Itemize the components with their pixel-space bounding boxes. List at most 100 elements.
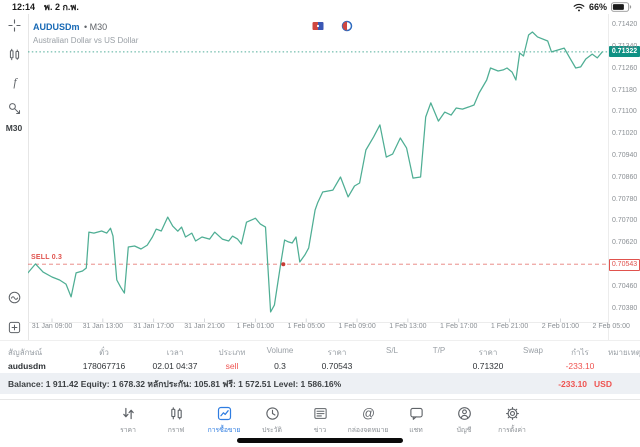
account-icon (457, 406, 472, 421)
price-axis-label: 0.70380 (612, 304, 638, 312)
positions-table-cell[interactable]: 0.3 (274, 361, 286, 371)
positions-table[interactable]: สัญลักษณ์ ตั๋ว เวลา ประเภท Volume ราคา S/L T/P ร… (0, 340, 640, 374)
profit-value: -233.10 (558, 378, 588, 389)
status-bar: 12:14 พ. 2 ก.พ. 66% (0, 0, 640, 14)
svg-text:f: f (13, 76, 18, 89)
candles-icon (8, 48, 21, 61)
objects-icon (8, 102, 21, 115)
stats-icon (8, 291, 21, 304)
nav-item-label: การซื้อขาย (207, 427, 241, 434)
stats-button[interactable] (0, 288, 28, 306)
history-icon (265, 406, 280, 421)
positions-table-header: ตั๋ว (99, 348, 109, 357)
time-axis-label: 31 Jan 17:00 (133, 323, 174, 330)
objects-button[interactable] (0, 99, 28, 117)
chart-symbol-description: Australian Dollar vs US Dollar (33, 36, 139, 45)
chart-icon (169, 406, 184, 421)
time-axis: 31 Jan 09:00 31 Jan 13:00 31 Jan 17:00 31 J… (28, 323, 640, 335)
nav-item-label: ราคา (120, 427, 136, 434)
price-axis-label: 0.70700 (612, 217, 638, 225)
indicators-icon: f (8, 76, 21, 89)
settings-icon (505, 406, 520, 421)
positions-table-header: T/P (432, 346, 446, 355)
positions-table-header: ราคา (327, 348, 347, 357)
indicators-button[interactable]: f (0, 73, 28, 91)
add-chart-icon (8, 321, 21, 334)
nav-item-label: ประวัติ (262, 427, 282, 434)
price-axis-label: 0.71420 (612, 21, 638, 29)
quotes-icon (121, 406, 136, 421)
nav-item-history[interactable]: ประวัติ (248, 406, 296, 435)
candles-button[interactable] (0, 45, 28, 63)
positions-table-header: ราคา (478, 348, 498, 357)
calendar-clock-icon[interactable] (341, 20, 353, 32)
nav-item-news[interactable]: ข่าว (296, 406, 344, 435)
price-axis-label: 0.70620 (612, 239, 638, 247)
time-axis-label: 1 Feb 13:00 (389, 323, 427, 330)
nav-item-label: กราฟ (167, 427, 185, 434)
price-axis-label: 0.70460 (612, 282, 638, 290)
positions-table-header: หมายเหตุ (608, 348, 640, 357)
time-axis-label: 2 Feb 05:00 (592, 323, 630, 330)
time-axis-label: 2 Feb 01:00 (541, 323, 580, 330)
sell-order-label: SELL 0.3 (31, 254, 63, 262)
nav-item-chat[interactable]: แชท (392, 406, 440, 435)
mailbox-icon: @ (361, 406, 376, 421)
status-date: พ. 2 ก.พ. (44, 2, 79, 12)
price-axis-label: 0.70940 (612, 152, 638, 159)
nav-item-account[interactable]: บัญชี (440, 406, 488, 435)
positions-table-cell[interactable] (368, 357, 416, 374)
nav-item-label: บัญชี (456, 427, 472, 434)
chart-timeframe: • M30 (83, 22, 108, 32)
time-axis-label: 1 Feb 21:00 (490, 323, 529, 330)
positions-table-cell[interactable]: 178067716 (82, 361, 126, 371)
chart-header: AUDUSDm • M30 Australian Dollar vs US Do… (33, 16, 138, 46)
crosshair-button[interactable] (0, 16, 28, 34)
home-indicator[interactable] (237, 438, 403, 443)
positions-table-header: S/L (385, 346, 398, 355)
price-axis-label: 0.71180 (612, 86, 637, 94)
battery-percent: 66% (588, 2, 607, 12)
timeframe-label[interactable]: M30 (5, 123, 23, 133)
current-price-badge: 0.71322 (609, 46, 640, 58)
positions-table-header: Swap (522, 346, 543, 355)
news-icon (313, 406, 328, 421)
calendar-flag-icon[interactable] (312, 20, 324, 32)
positions-table-cell[interactable]: audusdm (8, 361, 46, 371)
chart-area[interactable]: AUDUSDm • M30 Australian Dollar vs US Do… (28, 14, 608, 323)
price-axis-label: 0.71100 (612, 108, 637, 116)
positions-table-cell[interactable] (514, 357, 552, 374)
time-axis-label: 1 Feb 17:00 (440, 323, 478, 330)
add-chart-button[interactable] (0, 318, 28, 336)
profit-currency: USD (594, 378, 612, 389)
clock-time: 12:14 (12, 2, 36, 12)
nav-item-mailbox[interactable]: @ กล่องจดหมาย (344, 406, 392, 435)
price-axis-label: 0.71020 (612, 130, 638, 138)
floating-profit: -233.10 USD (558, 379, 640, 389)
time-axis-label: 1 Feb 01:00 (236, 323, 275, 330)
positions-table-cell[interactable]: 0.71320 (472, 361, 504, 371)
positions-table-cell[interactable] (416, 357, 462, 374)
positions-table-cell[interactable] (608, 357, 640, 374)
positions-table-cell[interactable]: 02.01 04:37 (152, 361, 198, 371)
positions-table-cell[interactable]: sell (225, 361, 239, 371)
account-summary-bar: Balance: 1 911.42 Equity: 1 678.32 หลักป… (0, 373, 640, 394)
positions-table-cell[interactable]: 0.70543 (321, 361, 353, 371)
time-axis-label: 31 Jan 13:00 (82, 323, 124, 330)
nav-item-trade[interactable]: การซื้อขาย (200, 406, 248, 435)
chat-icon (409, 406, 424, 421)
nav-item-label: การตั้งค่า (498, 427, 526, 434)
price-axis: 0.71322 0.70543 0.71420 0.71340 0.71260 0.7… (608, 14, 640, 340)
sell-price-badge: 0.70543 (609, 258, 640, 271)
positions-table-header: สัญลักษณ์ (8, 348, 43, 357)
nav-item-label: กล่องจดหมาย (347, 427, 389, 434)
nav-item-chart[interactable]: กราฟ (152, 406, 200, 435)
nav-item-label: ข่าว (313, 427, 327, 434)
price-chart-svg[interactable] (28, 14, 608, 322)
nav-item-quotes[interactable]: ราคา (104, 406, 152, 435)
nav-item-settings[interactable]: การตั้งค่า (488, 406, 536, 435)
positions-table-header: เวลา (166, 348, 184, 357)
chart-overlay-icons (312, 20, 353, 32)
trade-icon (217, 406, 232, 421)
positions-table-cell[interactable]: -233.10 (565, 361, 595, 371)
